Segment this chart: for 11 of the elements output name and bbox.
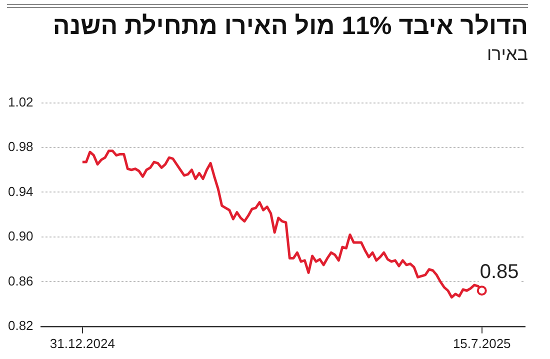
y-tick-label: 1.02 [8, 94, 34, 110]
y-tick-label: 0.82 [8, 318, 34, 333]
chart-subtitle: באירו [486, 44, 528, 65]
y-tick-label: 0.86 [8, 273, 34, 288]
x-tick-label: 31.12.2024 [50, 336, 115, 351]
x-tick-label: 15.7.2025 [452, 336, 511, 351]
chart-title: הדולר איבד 11% מול האירו מתחילת השנה [52, 12, 528, 41]
y-tick-label: 0.94 [8, 184, 34, 199]
data-label: 0.85 [480, 261, 519, 284]
y-tick-label: 0.98 [8, 139, 34, 154]
y-tick-label: 0.90 [8, 228, 34, 244]
